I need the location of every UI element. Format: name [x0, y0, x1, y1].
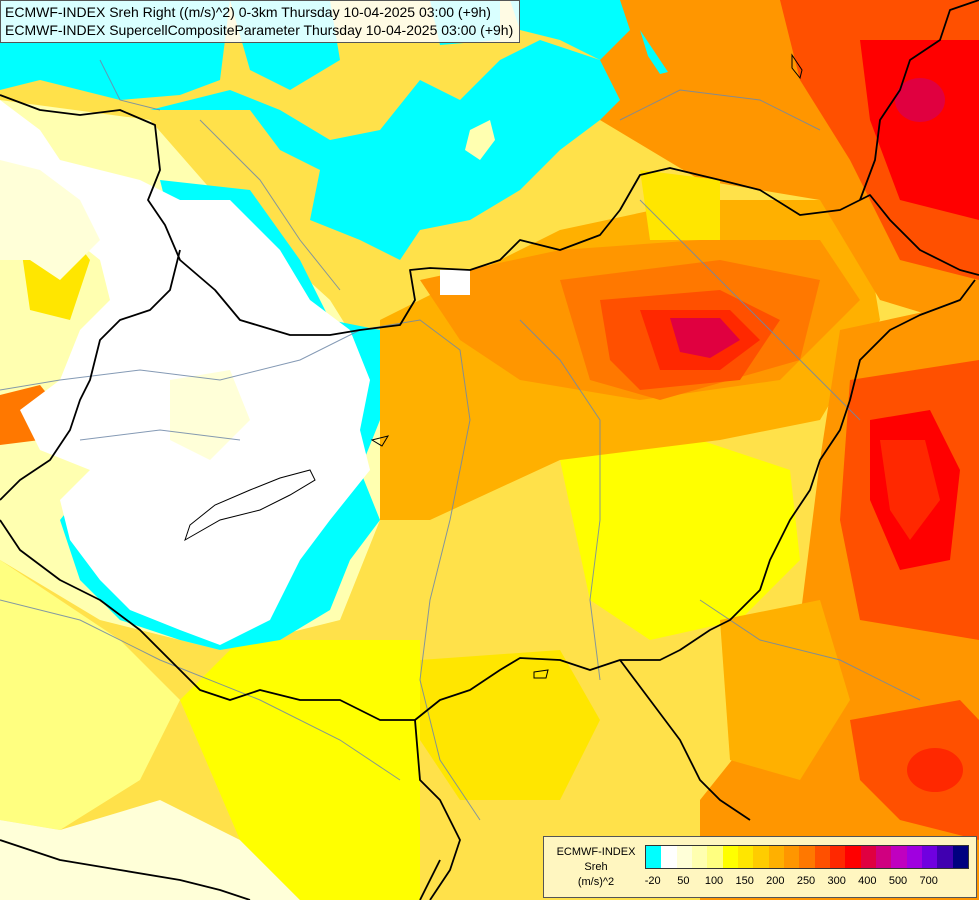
- legend-tick-label: 50: [677, 875, 690, 887]
- legend-swatch: [952, 846, 968, 868]
- legend-tick-label: 250: [796, 875, 816, 887]
- legend-tick-label: 700: [919, 875, 938, 887]
- legend-color-bar: [645, 845, 969, 869]
- rivers: [0, 59, 921, 821]
- legend-swatch: [646, 846, 662, 868]
- title-line-sreh: ECMWF-INDEX Sreh Right ((m/s)^2) 0-3km T…: [5, 4, 491, 20]
- legend-swatch: [860, 846, 876, 868]
- legend-swatch: [937, 846, 953, 868]
- legend-swatch: [799, 846, 815, 868]
- lakes: [184, 53, 803, 679]
- legend-tick-label: 300: [827, 875, 846, 887]
- legend-tick-label: 100: [704, 875, 724, 887]
- legend-swatch: [661, 846, 677, 868]
- legend-tick-label: -20: [644, 875, 661, 887]
- legend-model: ECMWF-INDEX: [556, 846, 636, 858]
- legend-swatch: [753, 846, 769, 868]
- legend-tick-label: 500: [888, 875, 908, 887]
- legend-swatch: [691, 846, 708, 868]
- legend-swatch: [845, 846, 861, 868]
- legend-swatch: [814, 846, 830, 868]
- legend-swatch: [783, 846, 800, 868]
- title-line-scp: ECMWF-INDEX SupercellCompositeParameter …: [5, 22, 514, 38]
- legend-swatch: [676, 846, 692, 868]
- legend-ticks: -20 50 100 150 200 250 300 400 500 700: [645, 875, 969, 889]
- legend-swatch: [722, 846, 738, 868]
- legend-swatch: [707, 846, 723, 868]
- legend-parameter: Sreh: [584, 861, 608, 873]
- legend-swatch: [768, 846, 784, 868]
- legend-tick-label: 200: [766, 875, 785, 887]
- legend-swatch: [921, 846, 938, 868]
- legend-swatch: [829, 846, 846, 868]
- color-legend: ECMWF-INDEX Sreh (m/s)^2 -20 50 100 150 200 2…: [543, 836, 977, 898]
- map-title-block: ECMWF-INDEX Sreh Right ((m/s)^2) 0-3km T…: [0, 0, 521, 43]
- legend-swatch: [891, 846, 907, 868]
- legend-swatch: [737, 846, 754, 868]
- legend-tick-label: 150: [735, 875, 754, 887]
- legend-swatch: [875, 846, 892, 868]
- legend-swatch: [906, 846, 922, 868]
- legend-caption: ECMWF-INDEX Sreh (m/s)^2: [548, 845, 644, 890]
- legend-tick-label: 400: [858, 875, 877, 887]
- legend-unit: (m/s)^2: [577, 876, 615, 888]
